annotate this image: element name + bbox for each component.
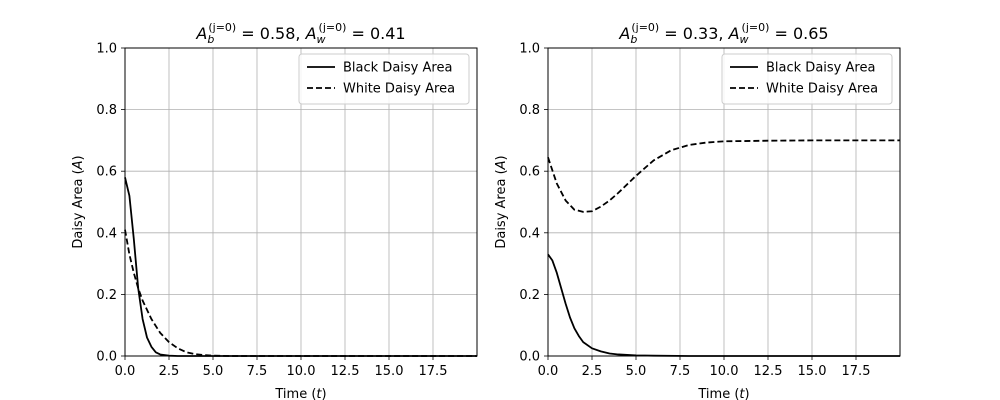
- y-tick-label: 0.0: [519, 350, 540, 365]
- x-axis-label: Time (t): [697, 387, 749, 400]
- x-tick-label: 0.0: [538, 364, 559, 379]
- x-axis-label-var: t: [739, 387, 745, 400]
- title-subscript-w: w: [740, 33, 749, 46]
- y-tick-label: 1.0: [96, 42, 117, 57]
- y-tick-label: 0.2: [519, 288, 540, 303]
- y-axis-label-prefix: Daisy Area (: [494, 169, 509, 248]
- chart-title: Ab(j=0) = 0.33, Aw(j=0) = 0.65: [618, 21, 828, 46]
- title-superscript-ab: (j=0): [208, 21, 236, 34]
- title-value-ab: = 0.33,: [659, 24, 728, 43]
- chart-panel-right: 0.0 2.5 5.0 7.5 10.0 12.5 15.0 17.5 0.0 0.2 0.4 0.6…: [494, 21, 901, 400]
- legend-label: Black Daisy Area: [766, 61, 875, 76]
- y-axis-label: Daisy Area (A): [71, 155, 86, 248]
- x-axis-label-suffix: ): [745, 387, 750, 400]
- x-axis-label-suffix: ): [322, 387, 327, 400]
- legend-label: Black Daisy Area: [343, 61, 452, 76]
- title-value-aw: = 0.41: [346, 24, 405, 43]
- title-value-ab: = 0.58,: [236, 24, 305, 43]
- x-axis-label-prefix: Time (: [274, 387, 316, 400]
- title-symbol-ab: A: [195, 24, 207, 43]
- series-line-white-daisy: [547, 139, 900, 213]
- x-tick-label: 10.0: [710, 364, 739, 379]
- title-superscript-ab: (j=0): [631, 21, 659, 34]
- x-tick-label: 0.0: [115, 364, 136, 379]
- y-axis-label: Daisy Area (A): [494, 155, 509, 248]
- x-tick-label: 12.5: [754, 364, 783, 379]
- title-subscript-w: w: [317, 33, 326, 46]
- x-tick-label: 15.0: [798, 364, 827, 379]
- chart-title: Ab(j=0) = 0.58, Aw(j=0) = 0.41: [195, 21, 405, 46]
- y-tick-label: 0.6: [519, 165, 540, 180]
- x-axis-label-prefix: Time (: [697, 387, 739, 400]
- y-tick-label: 0.4: [519, 226, 540, 241]
- x-tick-label: 2.5: [582, 364, 603, 379]
- x-tick-label: 12.5: [331, 364, 360, 379]
- y-axis-label-suffix: ): [71, 155, 86, 160]
- legend-label: White Daisy Area: [343, 82, 455, 97]
- y-tick-label: 0.0: [96, 350, 117, 365]
- title-symbol-aw: A: [305, 24, 317, 43]
- legend-label: White Daisy Area: [766, 82, 878, 97]
- legend: Black Daisy Area White Daisy Area: [298, 53, 470, 105]
- y-axis-label-suffix: ): [494, 155, 509, 160]
- x-tick-label: 17.5: [419, 364, 448, 379]
- title-symbol-ab: A: [618, 24, 630, 43]
- y-tick-label: 0.8: [96, 103, 117, 118]
- title-superscript-aw: (j=0): [319, 21, 347, 34]
- title-subscript-b: b: [630, 33, 637, 46]
- title-superscript-aw: (j=0): [742, 21, 770, 34]
- title-symbol-aw: A: [728, 24, 740, 43]
- y-tick-label: 0.6: [96, 165, 117, 180]
- y-tick-label: 1.0: [519, 42, 540, 57]
- x-tick-label: 2.5: [159, 364, 180, 379]
- y-axis-label-var: A: [71, 160, 86, 170]
- legend-box: [298, 53, 470, 105]
- y-tick-label: 0.4: [96, 226, 117, 241]
- x-tick-label: 5.0: [203, 364, 224, 379]
- x-axis-label: Time (t): [274, 387, 326, 400]
- title-subscript-b: b: [207, 33, 214, 46]
- chart-panel-left: 0.0 2.5 5.0 7.5 10.0 12.5 15.0 17.5 0.0 0.2 0.4 0.6…: [71, 21, 478, 400]
- x-axis-label-var: t: [316, 387, 322, 400]
- x-tick-label: 7.5: [670, 364, 691, 379]
- y-axis-label-prefix: Daisy Area (: [71, 169, 86, 248]
- x-tick-label: 10.0: [287, 364, 316, 379]
- x-tick-label: 17.5: [842, 364, 871, 379]
- x-tick-label: 15.0: [375, 364, 404, 379]
- title-value-aw: = 0.65: [769, 24, 828, 43]
- y-tick-label: 0.2: [96, 288, 117, 303]
- x-tick-label: 7.5: [247, 364, 268, 379]
- y-tick-label: 0.8: [519, 103, 540, 118]
- legend: Black Daisy Area White Daisy Area: [721, 53, 893, 105]
- y-axis-label-var: A: [494, 160, 509, 170]
- x-tick-label: 5.0: [626, 364, 647, 379]
- legend-box: [721, 53, 893, 105]
